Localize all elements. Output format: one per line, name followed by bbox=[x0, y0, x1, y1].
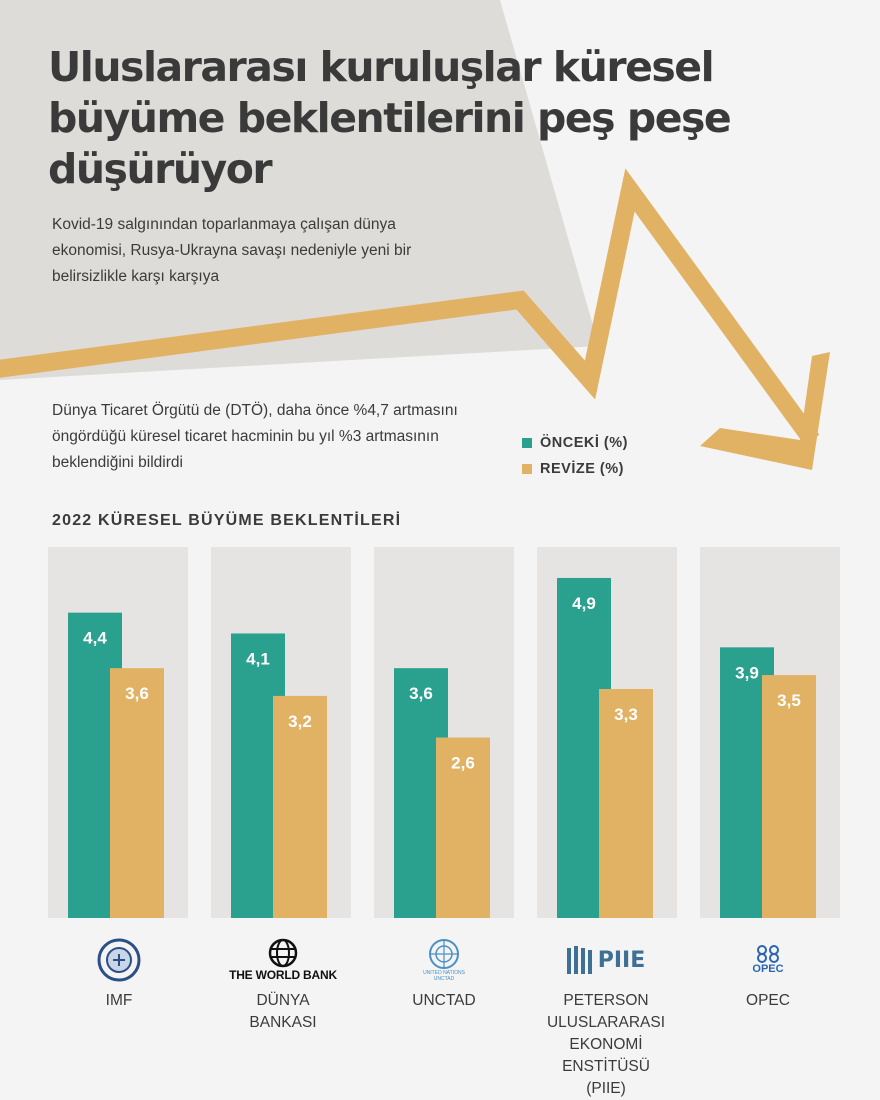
piie-logo-icon: PIIE bbox=[531, 930, 681, 990]
bar-revised bbox=[273, 695, 327, 918]
org-name-opec: OPEC bbox=[746, 992, 790, 1009]
chart-title: 2022 KÜRESEL BÜYÜME BEKLENTİLERİ bbox=[52, 512, 402, 529]
opec-logo-text: OPEC bbox=[752, 963, 784, 975]
data-label-revised: 3,6 bbox=[125, 684, 149, 703]
legend-item-revised: REVİZE (%) bbox=[522, 456, 628, 482]
bar-revised bbox=[436, 737, 490, 918]
piie-logo-text: PIIE bbox=[597, 947, 646, 973]
bar-revised bbox=[110, 668, 164, 918]
org-opec: OPEC OPEC bbox=[693, 930, 843, 1012]
trend-arrow-head bbox=[700, 352, 830, 470]
org-world-bank: THE WORLD BANK DÜNYA BANKASI bbox=[208, 930, 358, 1034]
data-label-previous: 4,4 bbox=[83, 629, 107, 648]
bar-revised bbox=[599, 688, 653, 918]
trend-arrow-line bbox=[0, 168, 820, 446]
opec-logo-icon: OPEC bbox=[693, 930, 843, 990]
org-unctad: UNITED NATIONS UNCTAD UNCTAD bbox=[369, 930, 519, 1012]
org-name-imf: IMF bbox=[105, 992, 133, 1009]
org-name-world-bank: DÜNYA BANKASI bbox=[249, 992, 317, 1031]
un-emblem-icon: UNITED NATIONS UNCTAD bbox=[369, 930, 519, 990]
world-bank-globe-icon: THE WORLD BANK bbox=[208, 930, 358, 990]
page-subtitle: Kovid-19 salgınından toparlanmaya çalışa… bbox=[52, 216, 412, 285]
org-name-piie: PETERSON ULUSLARARASI EKONOMİ ENSTİTÜSÜ … bbox=[546, 992, 665, 1097]
data-label-previous: 3,9 bbox=[735, 663, 759, 682]
data-label-previous: 4,9 bbox=[572, 594, 596, 613]
wto-note: Dünya Ticaret Örgütü de (DTÖ), daha önce… bbox=[52, 402, 458, 471]
imf-seal-icon bbox=[44, 930, 194, 990]
data-label-revised: 2,6 bbox=[451, 754, 475, 773]
data-label-revised: 3,5 bbox=[777, 691, 801, 710]
data-label-revised: 3,3 bbox=[614, 705, 638, 724]
data-label-previous: 3,6 bbox=[409, 684, 433, 703]
legend-label-revised: REVİZE (%) bbox=[540, 461, 624, 477]
unctad-logo-text: UNITED NATIONS UNCTAD bbox=[423, 970, 465, 982]
legend-swatch-previous bbox=[522, 438, 532, 448]
world-bank-logo-text: THE WORLD BANK bbox=[229, 968, 337, 982]
legend-item-previous: ÖNCEKİ (%) bbox=[522, 430, 628, 456]
chart-legend: ÖNCEKİ (%) REVİZE (%) bbox=[522, 430, 628, 482]
org-imf: IMF bbox=[44, 930, 194, 1012]
org-name-unctad: UNCTAD bbox=[412, 992, 476, 1009]
org-piie: PIIE PETERSON ULUSLARARASI EKONOMİ ENSTİ… bbox=[531, 930, 681, 1100]
header-cutout bbox=[500, 0, 880, 350]
bar-revised bbox=[762, 675, 816, 918]
legend-swatch-revised bbox=[522, 464, 532, 474]
data-label-previous: 4,1 bbox=[246, 649, 270, 668]
data-label-revised: 3,2 bbox=[288, 712, 312, 731]
legend-label-previous: ÖNCEKİ (%) bbox=[540, 435, 628, 451]
page-title: Uluslararası kuruluşlar küresel büyüme b… bbox=[48, 43, 732, 193]
